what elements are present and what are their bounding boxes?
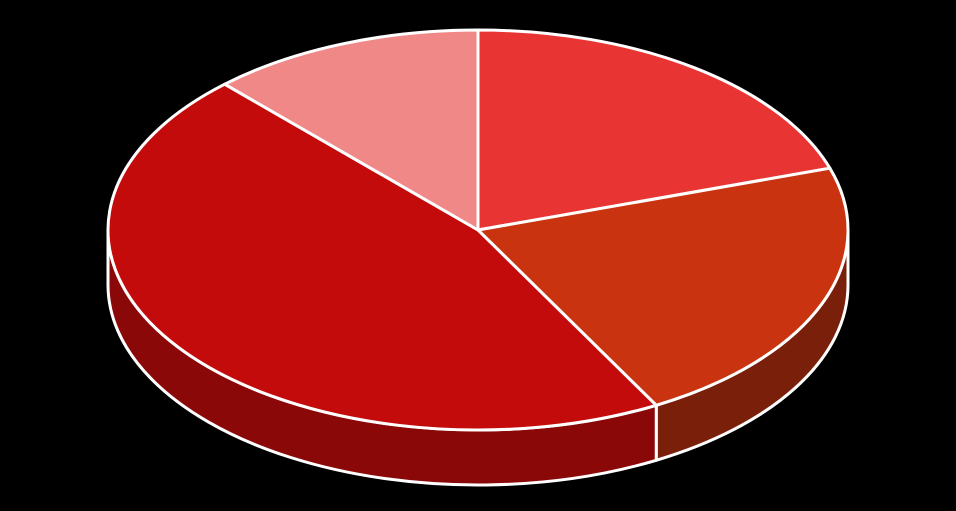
pie-chart-3d bbox=[0, 0, 956, 511]
